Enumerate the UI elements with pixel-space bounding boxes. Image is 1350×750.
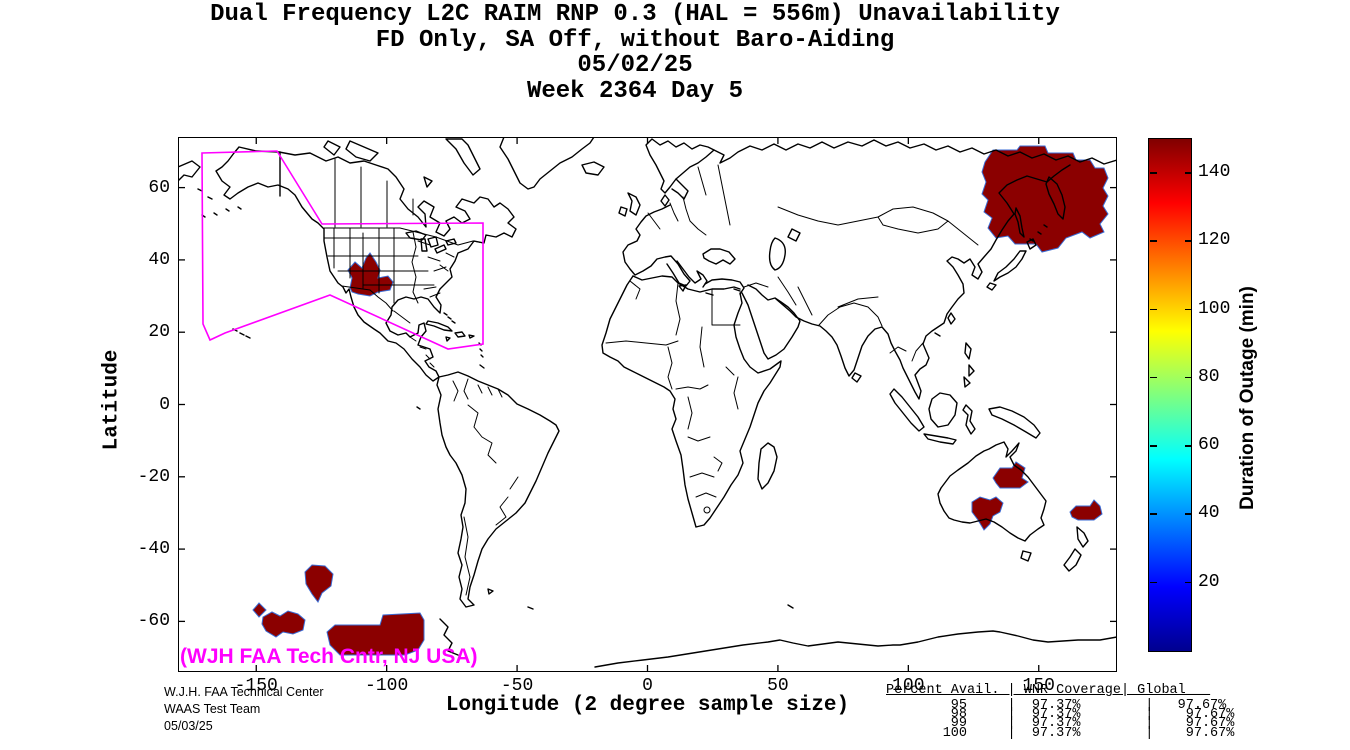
y-tick-label: 0 (159, 394, 170, 415)
colorbar (1148, 138, 1192, 652)
y-tick-label: -40 (137, 539, 170, 560)
coverage-stats-table: Percent Avail. | WNR Coverage| Global___… (886, 683, 1235, 741)
outage-region-south-pacific-a (304, 564, 334, 603)
colorbar-tick (1184, 308, 1192, 311)
plot-border (178, 137, 1117, 672)
outage-region-north-of-new-zealand (1069, 499, 1103, 521)
world-map-plot (178, 137, 1117, 672)
colorbar-tick (1149, 376, 1157, 379)
colorbar-tick (1184, 172, 1192, 174)
stats-table-rows: 95 | 97.37% | 97.67% 98 | 97.37% | 97.67… (886, 698, 1235, 741)
y-tick-label: 60 (148, 177, 170, 198)
stats-row-99: 99 | 97.37% | 97.67% (886, 716, 1235, 732)
colorbar-tick-label: 140 (1198, 162, 1231, 183)
colorbar-tick (1149, 172, 1157, 174)
y-tick-label: 20 (148, 322, 170, 343)
x-tick-label: 50 (767, 676, 789, 696)
x-tick-label: -150 (234, 676, 278, 696)
stats-row-95: 95 | 97.37% | 97.67% (886, 698, 1227, 713)
title-line-4: Week 2364 Day 5 (526, 77, 744, 105)
org-line-2: WAAS Test Team (164, 702, 261, 716)
outage-regions-layer (252, 145, 1109, 656)
colorbar-tick (1149, 308, 1157, 311)
title-line-3: 05/02/25 (577, 52, 693, 79)
org-attribution: W.J.H. FAA Technical Center WAAS Test Te… (164, 684, 324, 735)
colorbar-tick-label: 60 (1198, 435, 1220, 456)
colorbar-tick (1149, 445, 1157, 447)
plot-title: Dual Frequency L2C RAIM RNP 0.3 (HAL = 5… (0, 2, 1270, 104)
outage-region-australia-south (971, 496, 1004, 531)
outage-region-south-pacific-small (252, 602, 267, 618)
colorbar-label: Duration of Outage (min) (1237, 286, 1258, 510)
axis-ticks (178, 137, 1117, 672)
x-tick-label: 0 (642, 676, 653, 696)
colorbar-tick (1149, 513, 1157, 515)
title-line-2: FD Only, SA Off, without Baro-Aiding (375, 26, 895, 54)
colorbar-tick (1184, 376, 1192, 379)
stats-row-98: 98 | 97.37% | 97.67% (886, 707, 1235, 723)
title-line-1: Dual Frequency L2C RAIM RNP 0.3 (HAL = 5… (210, 1, 1060, 28)
outage-region-south-pacific-b (261, 610, 306, 638)
colorbar-tick-label: 80 (1198, 366, 1220, 387)
country-and-state-borders (323, 158, 979, 596)
colorbar-tick (1184, 445, 1192, 447)
colorbar-tick (1184, 581, 1192, 584)
colorbar-tick-label: 100 (1198, 298, 1231, 319)
credit-annotation: (WJH FAA Tech Cntr, NJ USA) (180, 645, 478, 668)
x-tick-label: -100 (365, 676, 409, 696)
x-tick-label: -50 (500, 676, 534, 696)
colorbar-tick-label: 120 (1198, 230, 1231, 251)
colorbar-tick-label: 40 (1198, 503, 1220, 524)
stats-table-header: Percent Avail. | WNR Coverage| Global___ (886, 683, 1211, 698)
colorbar-tick (1184, 240, 1192, 242)
colorbar-tick (1149, 581, 1157, 584)
outage-region-south-pacific-c (326, 612, 425, 656)
colorbar-tick (1149, 240, 1157, 242)
colorbar-tick-label: 20 (1198, 571, 1220, 592)
world-coastlines (178, 137, 1117, 668)
outage-region-northeast-asia (981, 145, 1109, 253)
y-tick-label: 40 (148, 249, 170, 270)
x-axis-label: Longitude (2 degree sample size) (445, 694, 850, 717)
x-tick-label: 150 (1022, 676, 1055, 696)
stats-row-100: 100 | 97.37% | 97.67% (886, 725, 1235, 741)
y-tick-label: -60 (137, 611, 170, 632)
org-line-1: W.J.H. FAA Technical Center (164, 685, 324, 699)
colorbar-tick (1184, 513, 1192, 515)
wnr-service-boundary (201, 150, 484, 350)
y-tick-label: -20 (137, 466, 170, 487)
x-tick-label: 100 (892, 676, 925, 696)
org-line-3: 05/03/25 (164, 719, 213, 733)
